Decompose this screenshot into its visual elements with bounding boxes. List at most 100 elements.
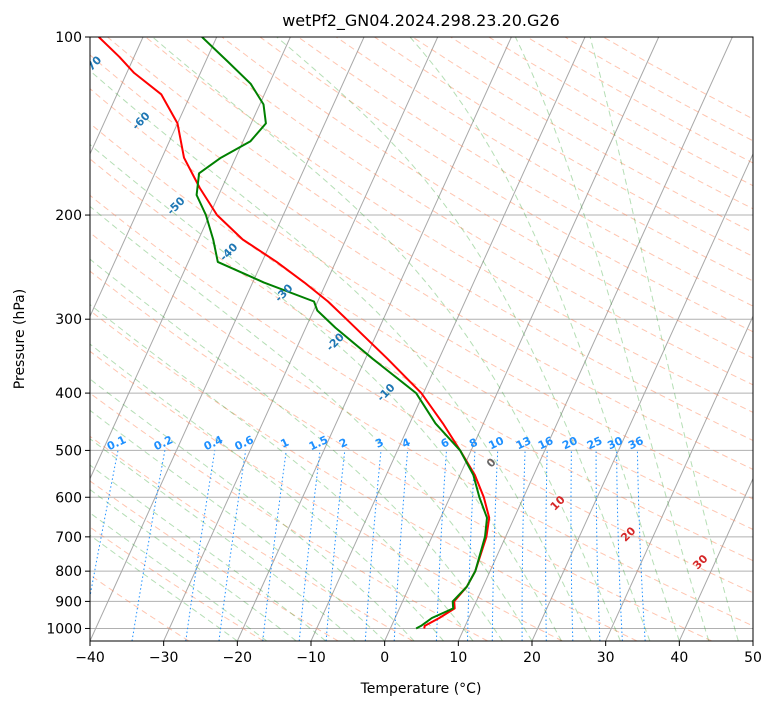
- moist-adiabat-line: [90, 438, 356, 641]
- moist-adiabat-line: [90, 303, 474, 641]
- moist-adiabat-line: [152, 37, 621, 641]
- y-tick-label: 900: [55, 594, 82, 610]
- y-tick-label: 800: [55, 564, 82, 580]
- mixing-ratio-line: [616, 450, 623, 641]
- dry-adiabat-line: [90, 232, 753, 627]
- y-tick-label: 100: [55, 30, 82, 46]
- mixing-ratio-label: 25: [585, 434, 604, 452]
- isotherm-annotation: -60: [129, 109, 152, 132]
- isotherm-line: [678, 477, 753, 641]
- moist-adiabat-line: [90, 512, 268, 641]
- isotherm-line: [605, 315, 753, 641]
- theta-e-annotation: 30: [690, 552, 710, 572]
- x-tick-label: 40: [670, 650, 688, 666]
- mixing-ratio-line: [325, 450, 346, 641]
- x-axis-title: Temperature (°C): [360, 681, 482, 697]
- mixing-ratio-line: [262, 450, 287, 641]
- x-tick-label: 30: [597, 650, 615, 666]
- isotherm-line: [90, 37, 291, 480]
- dry-adiabat-line: [297, 37, 753, 307]
- mixing-ratio-line: [636, 450, 646, 641]
- moist-adiabat-line: [276, 37, 651, 641]
- dry-adiabat-line: [90, 270, 712, 641]
- y-tick-label: 300: [55, 312, 82, 328]
- dry-adiabat-line: [90, 392, 488, 641]
- mixing-ratio-line: [491, 450, 499, 641]
- isotherm-line: [90, 37, 144, 156]
- mixing-ratio-label: 4: [400, 436, 413, 451]
- moist-adiabat-line: [90, 205, 533, 641]
- moist-adiabat-line: [90, 534, 238, 641]
- moist-adiabat-line: [90, 343, 444, 641]
- dry-adiabat-line: [221, 37, 753, 359]
- isotherm-annotation: -30: [272, 281, 295, 304]
- mixing-ratio-label: 36: [626, 434, 646, 452]
- mixing-ratio-line: [185, 450, 216, 641]
- y-tick-label: 200: [55, 208, 82, 224]
- y-tick-label: 400: [55, 386, 82, 402]
- x-tick-label: 50: [744, 650, 762, 666]
- dry-adiabat-line: [145, 37, 753, 413]
- y-tick-label: 600: [55, 490, 82, 506]
- mixing-ratio-label: 13: [514, 434, 533, 452]
- x-tick-label: 0: [380, 650, 389, 666]
- isotherm-line: [384, 37, 660, 641]
- y-tick-label: 700: [55, 530, 82, 546]
- isotherm-annotation: -10: [374, 381, 397, 404]
- isotherm-line: [90, 37, 365, 641]
- dry-adiabat-line: [90, 310, 638, 641]
- y-axis: 100 200 300 400 500 600 700 800 900 1000: [46, 30, 90, 637]
- isotherm-annotation: -40: [217, 240, 240, 263]
- mixing-ratio-label: 3: [373, 436, 385, 451]
- x-tick-label: 20: [523, 650, 541, 666]
- isotherm-line: [163, 37, 439, 641]
- mixing-ratio-line: [131, 450, 166, 641]
- dry-adiabat-line: [259, 37, 753, 333]
- dry-adiabat-line: [90, 122, 753, 530]
- mixing-ratio-label: 20: [560, 434, 580, 452]
- mixing-ratio-line: [595, 450, 601, 641]
- dry-adiabat-line: [90, 480, 339, 641]
- mixing-ratio-line: [393, 450, 409, 641]
- dry-adiabat-line: [183, 37, 753, 386]
- x-tick-label: −10: [296, 650, 326, 666]
- theta-e-annotation: 10: [548, 493, 568, 513]
- dry-adiabat-line: [90, 88, 753, 500]
- mixing-ratio-label: 8: [467, 436, 479, 451]
- background-lines: [0, 37, 753, 641]
- x-axis: −40 −30 −20 −10 0 10 20 30 40 50: [75, 641, 762, 666]
- mixing-ratio-label: 10: [487, 434, 507, 452]
- y-tick-label: 500: [55, 443, 82, 459]
- moist-adiabat-line: [514, 37, 710, 641]
- moist-adiabat-line: [90, 488, 297, 641]
- isotherm-line: [90, 37, 218, 318]
- isotherm-line: [0, 37, 69, 641]
- y-tick-label: 1000: [46, 621, 82, 637]
- mixing-ratio-label: 30: [605, 434, 625, 452]
- isotherm-annotation: -70: [81, 53, 104, 76]
- dry-adiabat-line: [90, 158, 753, 562]
- dry-adiabat-line: [335, 37, 753, 282]
- plot-frame: [89, 36, 754, 642]
- x-tick-label: 10: [449, 650, 467, 666]
- x-tick-label: −40: [75, 650, 105, 666]
- mixing-ratio-label: 1: [279, 436, 291, 451]
- isotherm-annotation: -80: [0, 85, 16, 108]
- mixing-ratio-line: [570, 450, 574, 641]
- chart-title: wetPf2_GN04.2024.298.23.20.G26: [282, 11, 560, 31]
- mixing-ratio-line: [298, 450, 321, 641]
- dry-adiabat-line: [90, 194, 753, 594]
- isotherm-line: [310, 37, 586, 641]
- mixing-ratio-line: [90, 450, 119, 600]
- dry-adiabat-line: [90, 526, 264, 641]
- isotherm-line: [236, 37, 512, 641]
- moist-adiabat-line: [90, 464, 327, 641]
- moist-adiabat-line: [90, 258, 503, 641]
- isotherm-line: [531, 152, 753, 641]
- moist-adiabat-line: [409, 37, 680, 641]
- mixing-ratio-label: 16: [536, 434, 556, 452]
- dry-adiabat-line: [90, 435, 414, 641]
- y-axis-title: Pressure (hPa): [12, 289, 28, 389]
- theta-e-annotation: 20: [618, 524, 638, 544]
